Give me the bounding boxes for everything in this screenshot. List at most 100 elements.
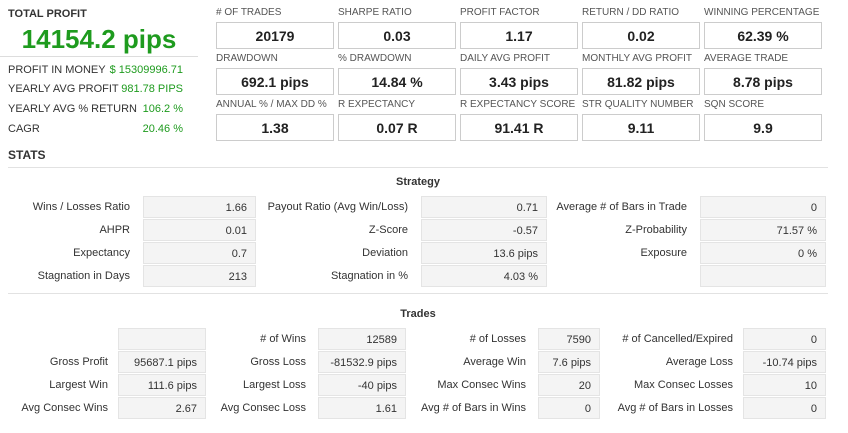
metric-value: 91.41 R [460,114,578,141]
stat-label: Stagnation in % [330,270,408,282]
stat-label: Stagnation in Days [37,270,130,282]
metric-value: 3.43 pips [460,68,578,95]
metric-label: DRAWDOWN [216,53,278,64]
stat-label: AHPR [99,224,130,236]
metric-sqn-score: SQN SCORE 9.9 [704,99,822,141]
trade-value: -40 pips [318,374,406,396]
stat-value: 71.57 % [700,219,826,241]
metric-number-of-trades: # OF TRADES 20179 [216,7,334,49]
metric-return-dd-ratio: RETURN / DD RATIO 0.02 [582,7,700,49]
stats-heading: STATS [8,148,46,162]
summary-value: 981.78 PIPS [121,83,183,95]
stat-label: Z-Probability [625,224,687,236]
trade-label: Max Consec Losses [633,379,733,391]
metric-value: 1.17 [460,22,578,49]
trades-section-title: Trades [400,308,436,320]
metric-drawdown: DRAWDOWN 692.1 pips [216,53,334,95]
metric-label: ANNUAL % / MAX DD % [216,99,327,110]
trade-value: 0 [743,328,826,350]
metric-label: SQN SCORE [704,99,765,110]
summary-label: PROFIT IN MONEY [8,64,106,76]
metric-label: AVERAGE TRADE [704,53,789,64]
metric-r-expectancy-score: R EXPECTANCY SCORE 91.41 R [460,99,578,141]
divider [8,293,828,294]
trade-label: Avg # of Bars in Wins [421,402,526,414]
trade-label: # of Wins [260,333,306,345]
trade-value: 10 [743,374,826,396]
stat-value: 0.7 [143,242,256,264]
trade-value: 20 [538,374,600,396]
trade-label: Gross Profit [49,356,108,368]
trade-label: Largest Win [49,379,108,391]
metric-monthly-avg-profit: MONTHLY AVG PROFIT 81.82 pips [582,53,700,95]
trade-value: -10.74 pips [743,351,826,373]
metric-label: % DRAWDOWN [338,53,412,64]
metric-value: 0.03 [338,22,456,49]
metric-label: R EXPECTANCY [338,99,416,110]
trade-label: Avg # of Bars in Losses [617,402,733,414]
metric-value: 62.39 % [704,22,822,49]
trade-value: 12589 [318,328,406,350]
stat-value: -0.57 [421,219,547,241]
metric-value: 14.84 % [338,68,456,95]
trade-value: -81532.9 pips [318,351,406,373]
metric-value: 692.1 pips [216,68,334,95]
metric-label: RETURN / DD RATIO [582,7,680,18]
trade-label: Gross Loss [250,356,306,368]
trade-value: 2.67 [118,397,206,419]
trade-value-empty [118,328,206,350]
trade-value: 0 [538,397,600,419]
summary-label: YEARLY AVG % RETURN [8,103,137,115]
summary-row-yearly-avg-return: YEARLY AVG % RETURN 106.2 % [8,101,183,117]
metric-value: 9.11 [582,114,700,141]
trade-value: 111.6 pips [118,374,206,396]
metric-profit-factor: PROFIT FACTOR 1.17 [460,7,578,49]
stat-label: Deviation [362,247,408,259]
trade-label: Average Loss [665,356,733,368]
metric-value: 81.82 pips [582,68,700,95]
metric-label: R EXPECTANCY SCORE [460,99,576,110]
stat-value: 4.03 % [421,265,547,287]
metric-sharpe-ratio: SHARPE RATIO 0.03 [338,7,456,49]
trade-label: Max Consec Wins [437,379,526,391]
summary-value: $ 15309996.71 [109,64,183,76]
summary-row-profit-money: PROFIT IN MONEY $ 15309996.71 [8,62,183,78]
metric-label: WINNING PERCENTAGE [704,7,820,18]
trade-value: 95687.1 pips [118,351,206,373]
stat-value-empty [700,265,826,287]
stat-value: 0.01 [143,219,256,241]
stat-value: 213 [143,265,256,287]
summary-value: 20.46 % [142,123,183,135]
metric-label: SHARPE RATIO [338,7,412,18]
trade-label: Average Win [463,356,526,368]
stat-value: 0 [700,196,826,218]
metric-value: 20179 [216,22,334,49]
metric-winning-percentage: WINNING PERCENTAGE 62.39 % [704,7,822,49]
summary-label: CAGR [8,123,40,135]
metric-average-trade: AVERAGE TRADE 8.78 pips [704,53,822,95]
stat-value: 0 % [700,242,826,264]
summary-label: YEARLY AVG PROFIT [8,83,119,95]
strategy-section-title: Strategy [395,176,441,188]
divider [8,167,828,168]
stat-value: 13.6 pips [421,242,547,264]
metric-label: MONTHLY AVG PROFIT [582,53,693,64]
trade-value: 1.61 [318,397,406,419]
metric-value: 9.9 [704,114,822,141]
metric-label: DAILY AVG PROFIT [460,53,551,64]
stat-label: Wins / Losses Ratio [32,201,130,213]
metric-daily-avg-profit: DAILY AVG PROFIT 3.43 pips [460,53,578,95]
metric-str-quality-number: STR QUALITY NUMBER 9.11 [582,99,700,141]
trade-label: # of Losses [469,333,526,345]
total-profit-value: 14154.2 pips [21,24,177,54]
metric-label: # OF TRADES [216,7,282,18]
metric-r-expectancy: R EXPECTANCY 0.07 R [338,99,456,141]
divider [0,56,198,57]
stat-value: 0.71 [421,196,547,218]
summary-row-cagr: CAGR 20.46 % [8,121,183,137]
metric-percent-drawdown: % DRAWDOWN 14.84 % [338,53,456,95]
metric-value: 1.38 [216,114,334,141]
stat-value: 1.66 [143,196,256,218]
metric-label: STR QUALITY NUMBER [582,99,694,110]
trade-value: 7590 [538,328,600,350]
